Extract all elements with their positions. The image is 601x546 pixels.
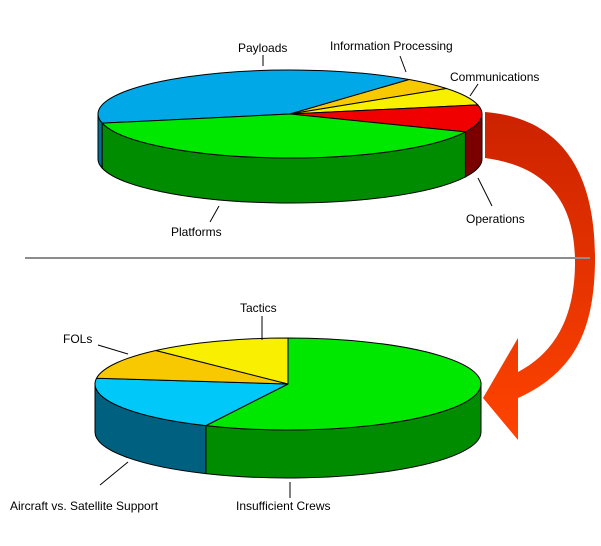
label-payloads: Payloads — [238, 41, 287, 55]
leader-fols — [97, 344, 129, 355]
leader-information-processing — [399, 55, 407, 73]
slice-platforms — [101, 113, 466, 159]
label-platforms: Platforms — [171, 225, 222, 239]
slice-payloads — [97, 69, 410, 124]
label-aircraft-vs-satellite-support: Aircraft vs. Satellite Support — [10, 499, 159, 513]
slice-tactics — [155, 337, 289, 385]
label-operations: Operations — [466, 212, 525, 226]
leader-operations — [477, 177, 493, 207]
leader-aircraft-vs-satellite — [99, 461, 129, 486]
pie-chart-shortfalls — [94, 337, 482, 479]
slice-aircraft-vs-satellite-support — [94, 377, 289, 427]
leader-platforms — [209, 205, 220, 223]
label-tactics: Tactics — [240, 301, 277, 315]
slice-operations — [289, 104, 483, 133]
leader-lines — [97, 55, 493, 498]
label-fols: FOLs — [63, 332, 92, 346]
label-insufficient-crews: Insufficient Crews — [236, 499, 330, 513]
slice-insufficient-crews — [205, 337, 482, 431]
pie-chart-funding — [97, 69, 483, 204]
label-information-processing: Information Processing — [330, 39, 453, 53]
label-communications: Communications — [450, 70, 539, 84]
slice-fols — [96, 349, 289, 385]
connector-arrow — [483, 112, 596, 440]
leader-communications — [469, 83, 479, 97]
